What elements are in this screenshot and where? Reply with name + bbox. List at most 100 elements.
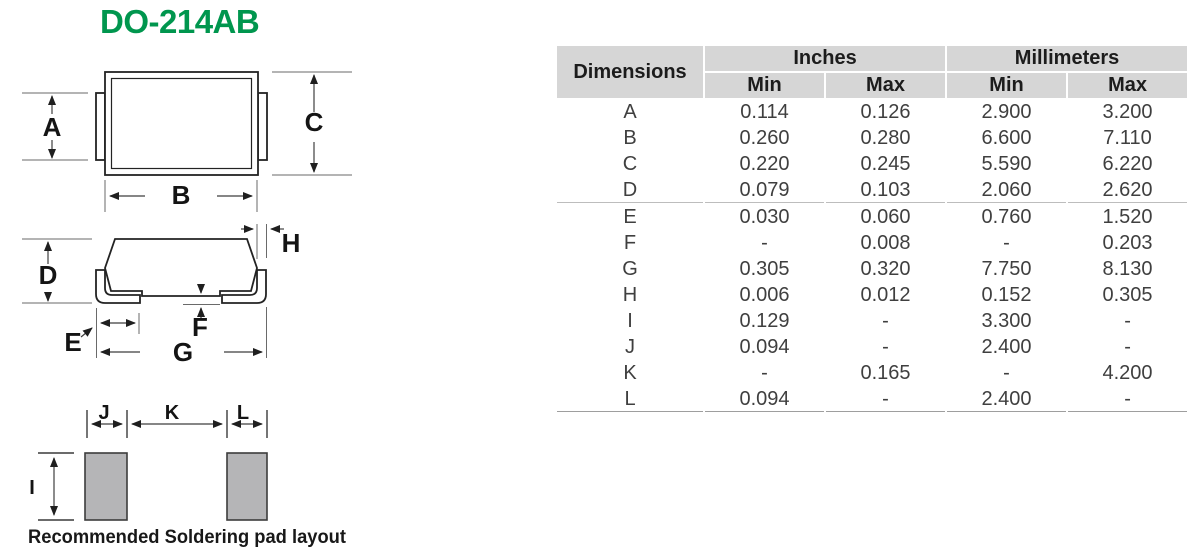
- value-cell: 6.600: [947, 126, 1067, 150]
- value-cell: 4.200: [1068, 361, 1188, 385]
- dim-f-arrow: [183, 284, 220, 318]
- value-cell: -: [1068, 387, 1188, 412]
- header-dimensions: Dimensions: [557, 46, 703, 98]
- header-group-millimeters: Millimeters: [947, 46, 1188, 71]
- dimension-letter-cell: F: [557, 231, 703, 255]
- table-header: Dimensions Inches Millimeters Min Max Mi…: [557, 46, 1188, 98]
- value-cell: 3.200: [1068, 100, 1188, 124]
- dim-g-arrow: [100, 307, 267, 358]
- dimension-letter-cell: A: [557, 100, 703, 124]
- dim-label-h: H: [282, 228, 301, 258]
- package-body-outline: [104, 71, 259, 176]
- lead-left: [95, 269, 141, 304]
- table-row: E 0.030 0.060 0.760 1.520: [557, 205, 1188, 229]
- table-row: K - 0.165 - 4.200: [557, 361, 1188, 385]
- dimension-letter-cell: H: [557, 283, 703, 307]
- value-cell: -: [1068, 309, 1188, 333]
- value-cell: 0.030: [705, 205, 824, 229]
- value-cell: 0.114: [705, 100, 824, 124]
- pad-dim-ticks: [86, 410, 268, 438]
- value-cell: 2.400: [947, 387, 1067, 412]
- value-cell: 0.280: [826, 126, 946, 150]
- value-cell: 0.260: [705, 126, 824, 150]
- value-cell: -: [947, 231, 1067, 255]
- dim-label-j: J: [98, 402, 109, 424]
- package-tab-left: [95, 92, 106, 161]
- dim-h-extension-lines: [256, 224, 267, 259]
- value-cell: 0.094: [705, 387, 824, 412]
- package-title: DO-214AB: [100, 3, 260, 40]
- header-mm-min: Min: [947, 73, 1067, 98]
- dimension-letter-cell: G: [557, 257, 703, 281]
- dim-e-arrow: [80, 308, 140, 358]
- value-cell: -: [705, 231, 824, 255]
- dimension-letter-cell: J: [557, 335, 703, 359]
- package-tab-right: [257, 92, 268, 161]
- value-cell: 0.305: [1068, 283, 1188, 307]
- value-cell: 0.079: [705, 178, 824, 203]
- value-cell: 0.165: [826, 361, 946, 385]
- dim-label-i: I: [29, 477, 35, 499]
- value-cell: 0.320: [826, 257, 946, 281]
- package-body-inner-outline: [110, 77, 253, 170]
- header-group-inches: Inches: [705, 46, 946, 71]
- package-side-body: [104, 238, 258, 297]
- value-cell: 7.750: [947, 257, 1067, 281]
- dimension-letter-cell: I: [557, 309, 703, 333]
- table-row: H 0.006 0.012 0.152 0.305: [557, 283, 1188, 307]
- side-view-drawing: D H F: [22, 224, 300, 367]
- value-cell: 0.060: [826, 205, 946, 229]
- value-cell: 3.300: [947, 309, 1067, 333]
- header-inches-min: Min: [705, 73, 824, 98]
- dimension-letter-cell: E: [557, 205, 703, 229]
- dim-label-c: C: [305, 107, 324, 137]
- value-cell: 2.620: [1068, 178, 1188, 203]
- dim-label-g: G: [173, 337, 193, 367]
- dim-d-extension-lines: [22, 238, 92, 304]
- value-cell: 0.094: [705, 335, 824, 359]
- value-cell: 0.006: [705, 283, 824, 307]
- value-cell: 0.760: [947, 205, 1067, 229]
- value-cell: -: [947, 361, 1067, 385]
- dimension-letter-cell: L: [557, 387, 703, 412]
- table-row: I 0.129 - 3.300 -: [557, 309, 1188, 333]
- table-row: C 0.220 0.245 5.590 6.220: [557, 152, 1188, 176]
- header-inches-max: Max: [826, 73, 946, 98]
- value-cell: 0.152: [947, 283, 1067, 307]
- value-cell: 6.220: [1068, 152, 1188, 176]
- header-mm-max: Max: [1068, 73, 1188, 98]
- value-cell: 8.130: [1068, 257, 1188, 281]
- value-cell: -: [826, 309, 946, 333]
- dim-label-f: F: [192, 312, 208, 342]
- table-row: J 0.094 - 2.400 -: [557, 335, 1188, 359]
- dim-label-k: K: [165, 402, 180, 424]
- table-row: G 0.305 0.320 7.750 8.130: [557, 257, 1188, 281]
- value-cell: 0.129: [705, 309, 824, 333]
- pad-layout-drawing: J K L I Recommended Soldering pad layout: [28, 402, 347, 548]
- value-cell: 0.008: [826, 231, 946, 255]
- dim-label-l: L: [237, 402, 249, 424]
- value-cell: 5.590: [947, 152, 1067, 176]
- table-row: D 0.079 0.103 2.060 2.620: [557, 178, 1188, 203]
- dim-i-arrow: [38, 452, 74, 521]
- table-row: F - 0.008 - 0.203: [557, 231, 1188, 255]
- dim-label-d: D: [39, 260, 58, 290]
- solder-pad-right: [226, 452, 268, 521]
- dim-b-extension-lines: [104, 180, 258, 212]
- table-row: L 0.094 - 2.400 -: [557, 387, 1188, 412]
- dim-a-extension-lines: [22, 92, 88, 161]
- table-row: B 0.260 0.280 6.600 7.110: [557, 126, 1188, 150]
- dim-label-a: A: [43, 112, 62, 142]
- value-cell: 0.012: [826, 283, 946, 307]
- value-cell: 1.520: [1068, 205, 1188, 229]
- value-cell: 0.203: [1068, 231, 1188, 255]
- value-cell: 2.400: [947, 335, 1067, 359]
- dimension-letter-cell: B: [557, 126, 703, 150]
- package-outline-drawing: A C B: [22, 71, 352, 548]
- lead-right: [221, 269, 267, 304]
- value-cell: -: [826, 387, 946, 412]
- solder-pad-left: [84, 452, 128, 521]
- value-cell: 0.305: [705, 257, 824, 281]
- value-cell: 0.103: [826, 178, 946, 203]
